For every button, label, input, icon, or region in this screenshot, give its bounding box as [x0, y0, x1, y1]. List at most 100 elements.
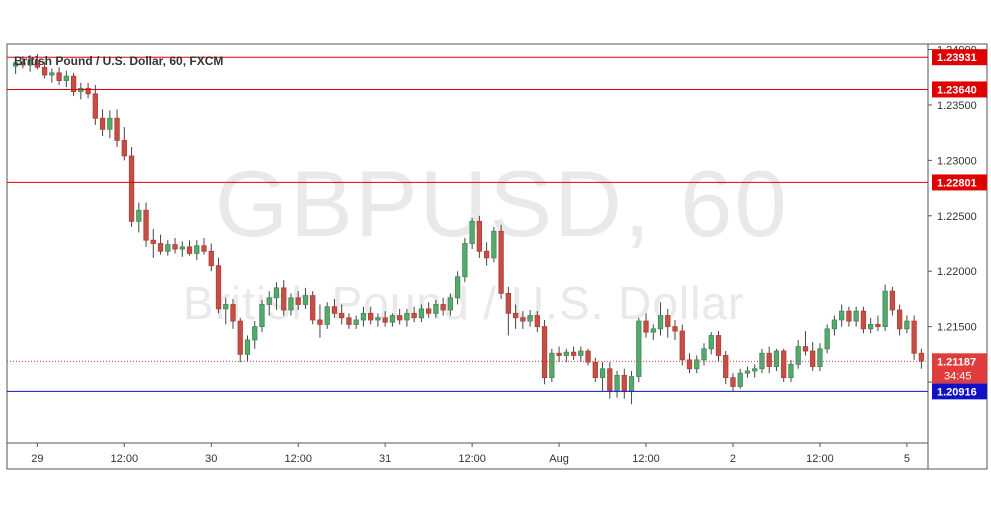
- candle: [766, 346, 772, 374]
- candle: [781, 348, 787, 383]
- candle-body: [628, 376, 635, 392]
- level-label-bg: [932, 49, 987, 66]
- chart-title: British Pound / U.S. Dollar, 60, FXCM: [14, 54, 224, 68]
- candle-body: [107, 117, 113, 130]
- candle: [70, 72, 77, 97]
- candle: [672, 319, 678, 340]
- candle: [628, 370, 635, 405]
- candle-body: [454, 276, 461, 299]
- candle: [534, 311, 540, 333]
- candle-body: [179, 246, 185, 250]
- candle: [266, 291, 272, 316]
- candle-body: [273, 287, 280, 299]
- candle: [143, 202, 149, 247]
- candle-body: [310, 295, 316, 321]
- level-label-bg: [932, 383, 987, 400]
- candle: [599, 362, 606, 391]
- candle-body: [252, 326, 258, 341]
- candle: [107, 110, 113, 139]
- candle: [389, 313, 396, 327]
- candle-body: [672, 326, 678, 332]
- candle: [310, 291, 316, 325]
- candle-body: [397, 315, 403, 321]
- candle-body: [599, 368, 606, 379]
- candle: [505, 286, 511, 336]
- candle: [382, 311, 388, 327]
- candle: [549, 348, 555, 383]
- last-price-label-bg: [932, 353, 987, 384]
- candle: [324, 302, 330, 329]
- candle-body: [520, 317, 526, 322]
- candle-body: [339, 312, 345, 319]
- candle: [223, 297, 229, 325]
- candle: [570, 346, 577, 360]
- candle-body: [650, 328, 656, 333]
- candle: [462, 237, 468, 283]
- candle-body: [114, 117, 120, 141]
- candle: [512, 304, 519, 329]
- candle: [715, 331, 722, 363]
- candle: [208, 243, 214, 272]
- candle-body: [911, 320, 917, 354]
- candle: [831, 315, 838, 336]
- candle-body: [447, 297, 454, 311]
- candle: [614, 370, 620, 398]
- candle-body: [389, 315, 396, 323]
- candle-body: [186, 246, 193, 254]
- candle: [788, 359, 794, 383]
- candle-body: [585, 350, 591, 363]
- candle-body: [578, 350, 584, 356]
- candle: [491, 226, 497, 263]
- candle: [882, 284, 888, 332]
- candle-body: [360, 312, 367, 321]
- candle-body: [860, 310, 867, 330]
- candle: [860, 306, 867, 334]
- candle: [411, 306, 417, 323]
- candle-body: [556, 352, 562, 356]
- candle-body: [708, 335, 714, 350]
- candle: [476, 215, 483, 258]
- candle: [520, 311, 526, 329]
- candle: [179, 241, 185, 257]
- candle-body: [404, 312, 410, 321]
- candle-body: [752, 368, 758, 372]
- candle: [730, 373, 736, 391]
- candle-body: [230, 304, 236, 322]
- candle-body: [92, 93, 98, 119]
- candle: [157, 234, 164, 255]
- candle: [426, 302, 432, 318]
- candle: [360, 306, 367, 327]
- candle: [657, 302, 664, 336]
- candle-body: [810, 350, 816, 367]
- candle: [273, 282, 280, 310]
- candle: [650, 324, 656, 340]
- candle-body: [223, 304, 229, 310]
- y-tick-label: 1.21500: [937, 322, 977, 334]
- candle-body: [215, 265, 222, 310]
- candle-body: [483, 250, 490, 259]
- candle: [237, 317, 243, 363]
- candle: [346, 313, 352, 329]
- candle-body: [20, 62, 26, 66]
- candle: [404, 308, 410, 327]
- level-label-bg: [932, 81, 987, 98]
- last-price-label: 1.21187: [937, 356, 976, 368]
- candle: [889, 286, 896, 316]
- candle-body: [324, 306, 330, 325]
- candle-body: [839, 310, 845, 321]
- candle: [302, 287, 309, 309]
- candle-body: [534, 315, 540, 328]
- candle-body: [346, 317, 352, 325]
- candle: [49, 68, 55, 83]
- candle: [665, 308, 671, 338]
- candle-body: [512, 312, 519, 319]
- candle: [556, 346, 562, 363]
- candle: [128, 147, 135, 227]
- candle-body: [570, 351, 577, 356]
- candle: [20, 56, 26, 69]
- chart-frame: [6, 43, 988, 470]
- candle: [853, 306, 859, 327]
- candle-body: [41, 66, 48, 76]
- candle: [578, 346, 584, 363]
- candle: [607, 362, 613, 399]
